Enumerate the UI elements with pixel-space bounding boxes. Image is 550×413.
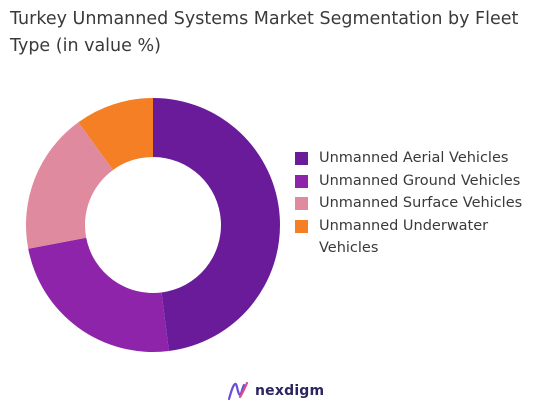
legend-swatch: [295, 152, 308, 165]
legend-item-unmanned-surface-vehicles: Unmanned Surface Vehicles: [295, 192, 547, 215]
donut-slice-unmanned-aerial-vehicles: [153, 98, 281, 351]
legend-label: Unmanned Surface Vehicles: [319, 195, 523, 211]
logo-text: nexdigm: [255, 383, 325, 399]
donut-slice-unmanned-surface-vehicles: [25, 122, 114, 249]
legend-label: Unmanned Aerial Vehicles: [319, 150, 509, 166]
legend-item-unmanned-aerial-vehicles: Unmanned Aerial Vehicles: [295, 147, 547, 170]
legend-label: Unmanned Ground Vehicles: [319, 172, 521, 189]
donut-slice-unmanned-underwater-vehicles: [78, 98, 153, 170]
chart-title: Turkey Unmanned Systems Market Segmentat…: [10, 9, 519, 56]
legend-swatch: [295, 174, 308, 188]
legend-swatch: [295, 197, 308, 210]
nexdigm-logo-icon: [227, 381, 249, 401]
legend-item-unmanned-ground-vehicles: Unmanned Ground Vehicles: [295, 170, 547, 193]
legend-swatch: [295, 219, 308, 233]
chart-legend: Unmanned Aerial Vehicles Unmanned Ground …: [295, 147, 547, 260]
legend-label: Unmanned Underwater Vehicles: [319, 217, 489, 257]
nexdigm-logo: nexdigm: [226, 378, 324, 404]
legend-item-unmanned-underwater-vehicles: Unmanned Underwater Vehicles: [295, 215, 547, 260]
donut-slice-unmanned-ground-vehicles: [28, 237, 169, 352]
